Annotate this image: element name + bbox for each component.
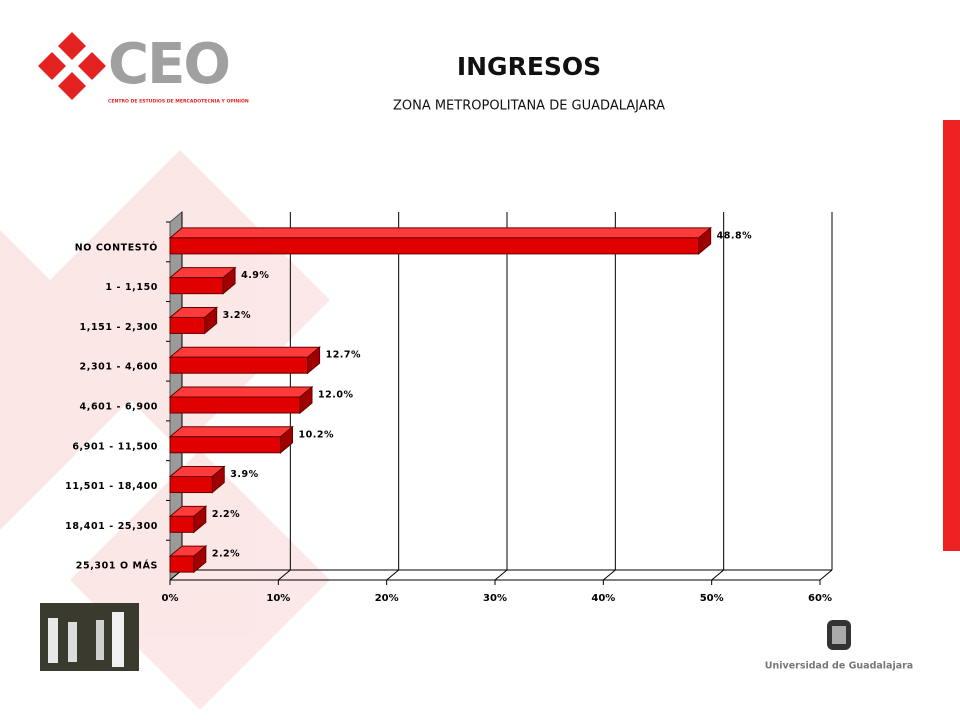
- logo-subtext: CENTRO DE ESTUDIOS DE MERCADOTECNIA Y OP…: [108, 98, 249, 105]
- x-tick-label: 10%: [266, 593, 290, 604]
- value-label: 2.2%: [212, 509, 240, 520]
- photo: [40, 603, 139, 671]
- bar: [168, 465, 226, 494]
- y-tick-label: 1 - 1,150: [105, 282, 158, 293]
- bar-front: [169, 436, 281, 454]
- bar: [168, 385, 314, 415]
- bar-top: [168, 386, 314, 398]
- plot: 0% 10% 20% 30% 40% 50% 60% NO CONTESTÓ 48.8% 1 - …: [65, 210, 833, 604]
- grid-line-floor: [494, 569, 508, 581]
- value-label: 12.0%: [318, 390, 353, 401]
- grid-line-floor: [819, 569, 833, 581]
- value-label: 3.9%: [230, 469, 258, 480]
- side-bar: [943, 120, 960, 551]
- value-label: 3.2%: [223, 310, 251, 321]
- bar: [168, 266, 237, 295]
- bar-front: [169, 277, 224, 295]
- bar-front: [169, 555, 195, 573]
- bar: [168, 545, 208, 574]
- x-tick-label: 60%: [808, 593, 832, 604]
- y-tick-label: 6,901 - 11,500: [72, 441, 158, 452]
- grid-line-floor: [711, 569, 724, 581]
- y-tick-label: 18,401 - 25,300: [65, 521, 158, 532]
- grid-line-floor: [278, 569, 291, 581]
- bar: [168, 505, 208, 534]
- y-tick-label: 1,151 - 2,300: [80, 322, 158, 333]
- bar-top: [168, 426, 294, 438]
- value-label: 4.9%: [241, 270, 269, 281]
- bar: [168, 306, 219, 335]
- x-tick-label: 50%: [700, 593, 724, 604]
- bar: [168, 425, 294, 454]
- bar-top: [168, 346, 321, 358]
- chart-subtitle: ZONA METROPOLITANA DE GUADALAJARA: [393, 99, 665, 114]
- y-tick-label: 2,301 - 4,600: [80, 362, 158, 373]
- x-tick-label: 0%: [162, 593, 179, 604]
- value-label: 10.2%: [299, 429, 334, 440]
- y-tick-label: 25,301 O MÁS: [76, 560, 158, 572]
- y-tick-label: 4,601 - 6,900: [80, 402, 158, 413]
- y-tick-label: NO CONTESTÓ: [75, 241, 158, 253]
- value-label: 2.2%: [212, 549, 240, 560]
- grid-line-floor: [603, 569, 616, 581]
- grid-line-floor: [386, 569, 399, 581]
- institution: Universidad de Guadalajara: [765, 661, 913, 672]
- bar-front: [169, 396, 301, 414]
- bar-front: [169, 476, 213, 494]
- value-label: 12.7%: [326, 350, 361, 361]
- bar-front: [169, 356, 309, 374]
- value-label: 48.8%: [717, 230, 752, 241]
- bar-front: [169, 515, 195, 533]
- y-tick-label: 11,501 - 18,400: [65, 481, 158, 492]
- logo-text: CEO: [108, 32, 229, 97]
- x-tick-label: 20%: [375, 593, 399, 604]
- udg-logo: Universidad de Guadalajara: [765, 620, 913, 672]
- bar-front: [169, 237, 700, 255]
- bar: [168, 226, 713, 255]
- x-tick-label: 30%: [483, 593, 507, 604]
- bar: [168, 346, 321, 375]
- bar-top: [168, 227, 713, 239]
- chart-title: INGRESOS: [457, 52, 601, 81]
- ceo-logo: CEO CENTRO DE ESTUDIOS DE MERCADOTECNIA …: [38, 32, 249, 105]
- x-tick-label: 40%: [591, 593, 615, 604]
- bar-front: [169, 316, 206, 334]
